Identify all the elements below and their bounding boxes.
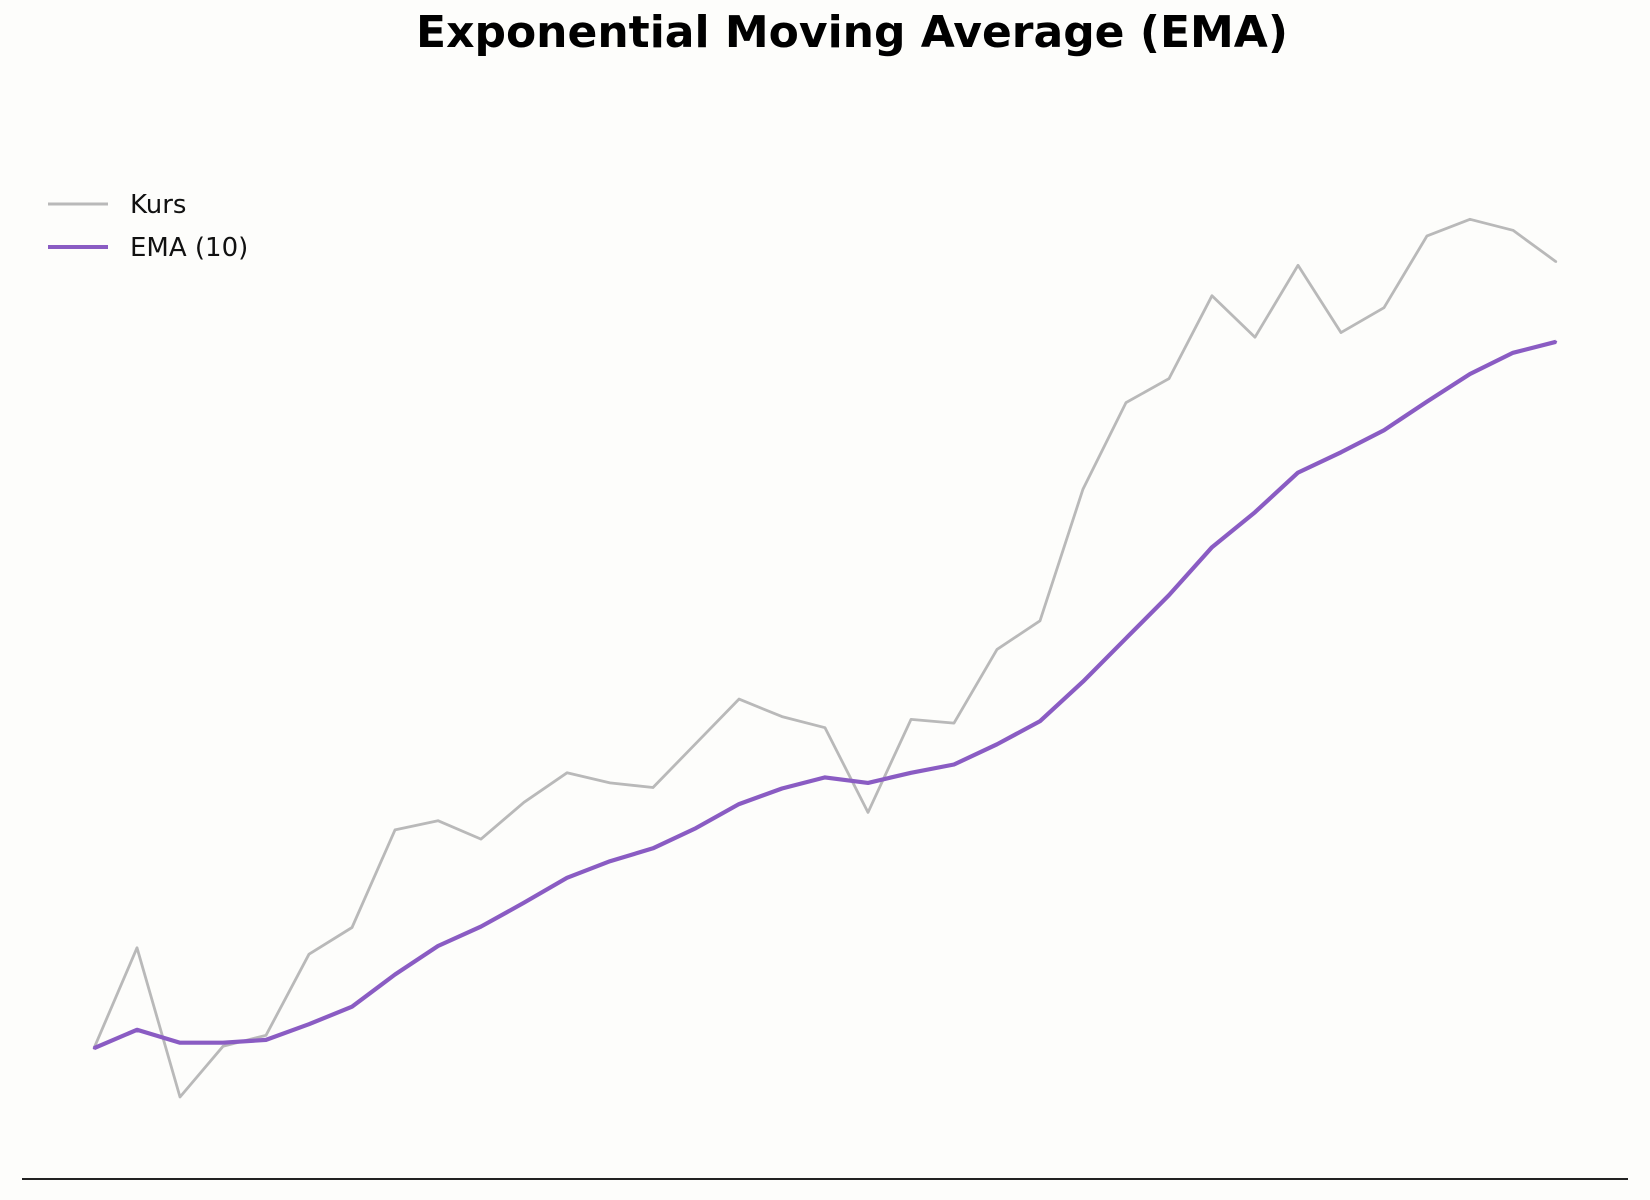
data-point-ema-10: [1511, 351, 1515, 354]
data-point-kurs: [694, 742, 698, 745]
data-point-ema-10: [780, 787, 784, 790]
data-point-kurs: [479, 837, 483, 841]
data-point-ema-10: [135, 1028, 139, 1032]
data-point-kurs: [1210, 294, 1214, 297]
data-point-kurs: [952, 721, 956, 725]
data-point-ema-10: [178, 1041, 182, 1044]
data-point-ema-10: [479, 925, 483, 928]
data-point-kurs: [522, 801, 526, 804]
series-line-kurs: [92, 217, 1557, 1099]
data-point-ema-10: [1554, 340, 1558, 343]
data-point-ema-10: [1339, 451, 1343, 454]
chart-title: Exponential Moving Average (EMA): [416, 7, 1288, 58]
data-point-ema-10: [92, 1047, 96, 1050]
data-point-kurs: [1468, 218, 1472, 221]
data-point-ema-10: [995, 743, 999, 746]
data-point-kurs: [651, 786, 655, 789]
data-point-kurs: [1253, 336, 1257, 339]
data-point-kurs: [135, 946, 139, 949]
data-point-kurs: [909, 718, 913, 721]
data-point-ema-10: [1081, 680, 1085, 683]
data-point-ema-10: [221, 1041, 225, 1044]
data-point-kurs: [737, 697, 741, 701]
data-point-kurs: [1124, 401, 1128, 404]
data-point-ema-10: [952, 763, 956, 766]
data-point-kurs: [608, 781, 612, 785]
data-point-kurs: [1038, 619, 1042, 622]
data-point-kurs: [436, 819, 440, 822]
data-point-ema-10: [436, 944, 440, 948]
data-point-ema-10: [565, 876, 569, 879]
data-point-ema-10: [1253, 511, 1257, 514]
data-point-kurs: [780, 715, 784, 718]
data-point-kurs: [1339, 331, 1343, 334]
data-point-kurs: [1081, 487, 1085, 491]
data-point-ema-10: [1038, 720, 1042, 723]
data-point-ema-10: [1167, 593, 1171, 597]
data-point-ema-10: [737, 802, 741, 806]
data-point-kurs: [1382, 306, 1386, 309]
legend-label-ema: EMA (10): [130, 233, 248, 263]
data-point-ema-10: [1296, 471, 1300, 474]
data-point-ema-10: [350, 1005, 354, 1008]
data-point-kurs: [178, 1095, 182, 1099]
data-point-ema-10: [307, 1022, 311, 1026]
data-point-kurs: [823, 726, 827, 729]
data-point-ema-10: [909, 771, 913, 774]
data-point-kurs: [221, 1045, 225, 1048]
data-point-ema-10: [1382, 429, 1386, 432]
data-point-kurs: [350, 926, 354, 929]
data-point-ema-10: [823, 776, 827, 779]
data-point-ema-10: [1124, 637, 1128, 640]
legend-label-kurs: Kurs: [130, 190, 186, 220]
data-point-kurs: [866, 811, 870, 814]
data-point-ema-10: [1210, 546, 1214, 549]
data-point-ema-10: [1425, 400, 1429, 403]
data-point-ema-10: [264, 1038, 268, 1042]
data-point-kurs: [995, 648, 999, 651]
data-point-kurs: [1167, 377, 1171, 380]
data-point-ema-10: [694, 826, 698, 830]
data-point-kurs: [307, 953, 311, 956]
series-points: [92, 218, 1558, 1099]
legend: Kurs EMA (10): [48, 190, 248, 263]
data-point-kurs: [1511, 229, 1515, 232]
data-point-kurs: [1554, 260, 1558, 263]
data-point-kurs: [1296, 264, 1300, 267]
series-line-ema-10: [93, 339, 1557, 1051]
series-lines: [92, 217, 1557, 1099]
data-point-kurs: [565, 771, 569, 774]
data-point-ema-10: [651, 847, 655, 850]
data-point-ema-10: [608, 860, 612, 863]
data-point-kurs: [393, 828, 397, 832]
data-point-ema-10: [866, 781, 870, 785]
data-point-kurs: [1425, 234, 1429, 238]
data-point-ema-10: [393, 973, 397, 976]
data-point-ema-10: [1468, 372, 1472, 376]
data-point-kurs: [264, 1034, 268, 1037]
data-point-ema-10: [522, 901, 526, 904]
